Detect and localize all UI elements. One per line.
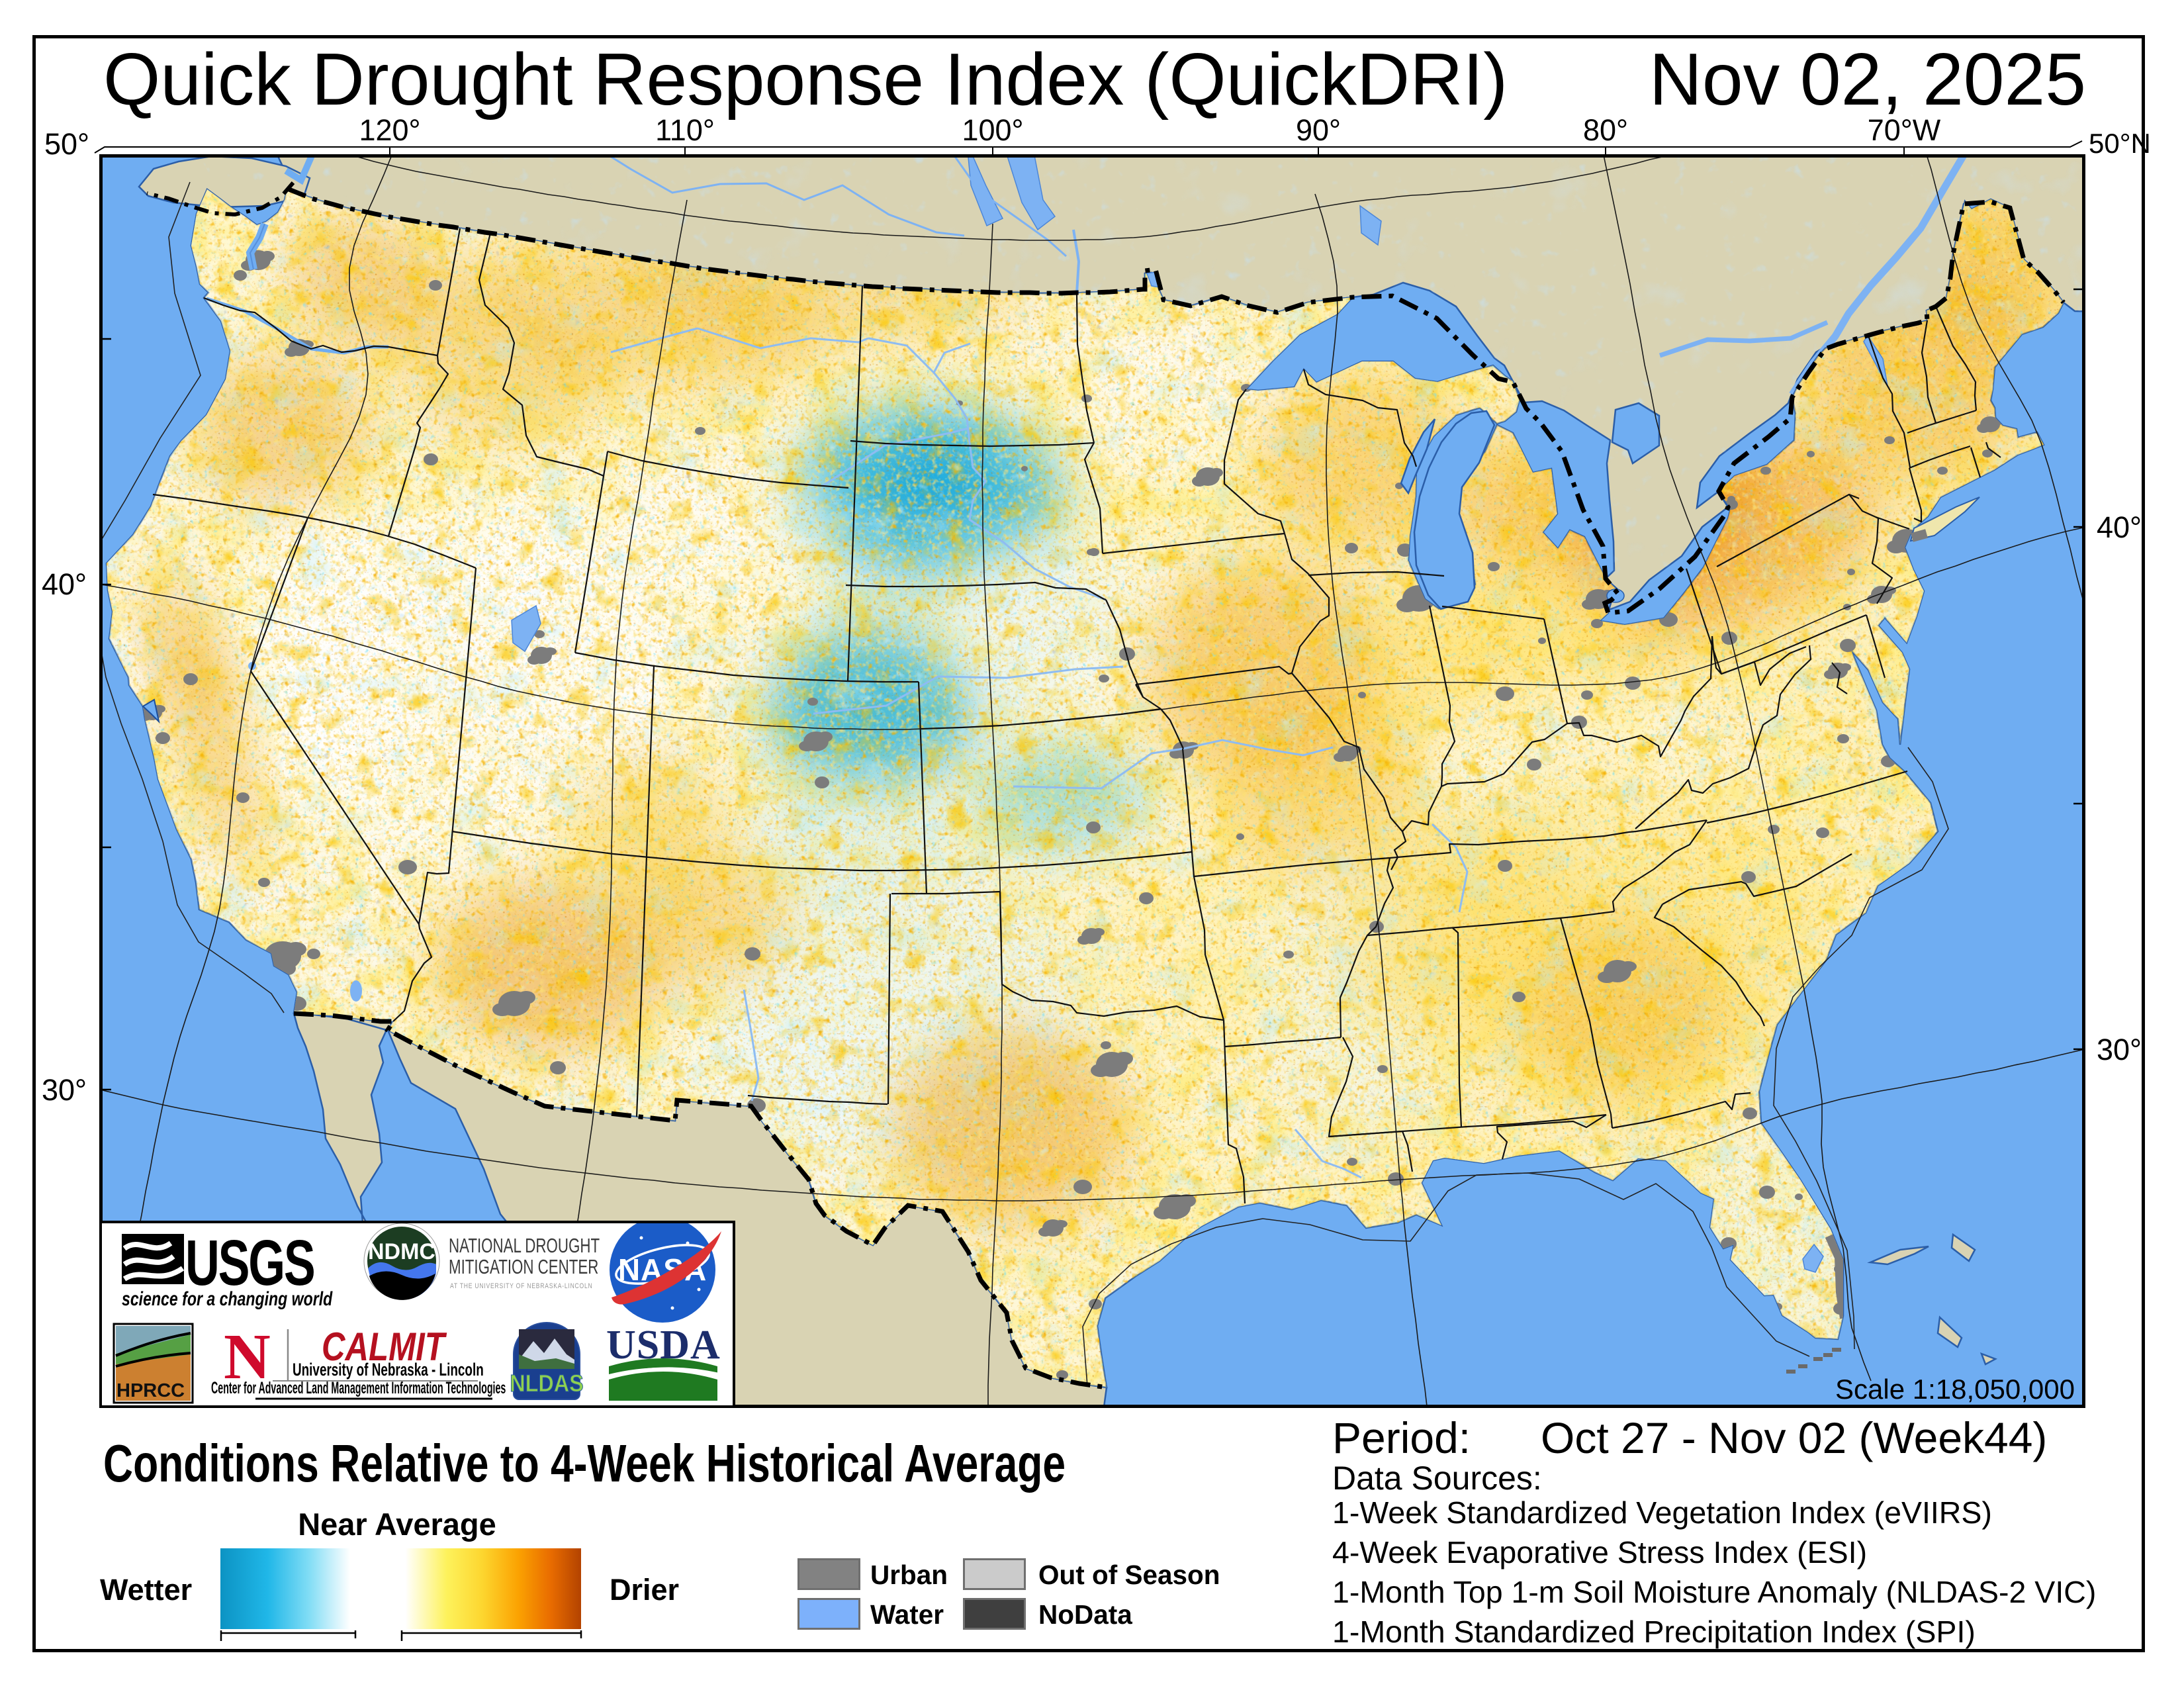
svg-text:N: N [224,1321,271,1393]
svg-text:NLDAS: NLDAS [510,1370,584,1397]
svg-text:Scale 1:18,050,000: Scale 1:18,050,000 [1835,1374,2075,1405]
svg-text:NDMC: NDMC [368,1239,435,1264]
svg-text:USGS: USGS [185,1228,314,1299]
svg-text:University of Nebraska - Linco: University of Nebraska - Lincoln [293,1360,484,1380]
svg-text:Center for Advanced Land Manag: Center for Advanced Land Management Info… [211,1380,506,1397]
svg-text:AT THE UNIVERSITY OF NEBRASKA-: AT THE UNIVERSITY OF NEBRASKA-LINCOLN [450,1282,593,1290]
svg-text:HPRCC: HPRCC [116,1380,185,1401]
svg-text:MITIGATION CENTER: MITIGATION CENTER [449,1255,598,1278]
svg-text:science for a changing world: science for a changing world [122,1288,333,1310]
svg-text:NATIONAL DROUGHT: NATIONAL DROUGHT [449,1234,600,1256]
svg-text:CALMIT: CALMIT [322,1324,447,1369]
